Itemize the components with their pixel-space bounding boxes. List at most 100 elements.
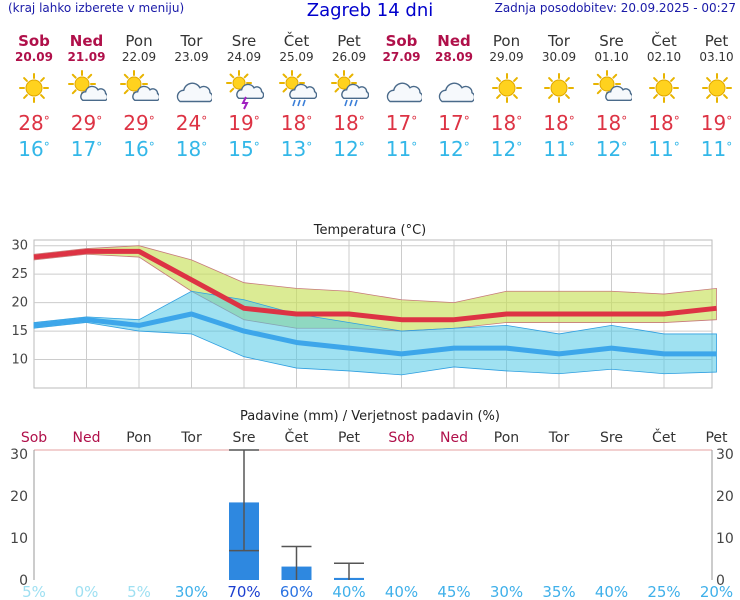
y-tick-label: 15 — [11, 324, 28, 339]
day-label: Tor — [180, 430, 202, 446]
y-tick-label: 30 — [10, 447, 28, 463]
min-temperature-line — [33, 311, 717, 357]
weather-icon — [533, 70, 585, 110]
day-date: 27.09 — [382, 50, 421, 64]
day-label: Ned — [73, 430, 101, 446]
sun-rain-icon — [331, 70, 370, 107]
max-temperature: 29° — [70, 111, 103, 135]
weather-icon — [481, 70, 533, 110]
day-column: Ned 21.09 29° 17° — [61, 33, 113, 160]
weather-icon — [586, 70, 638, 110]
day-column: Pet 03.10 19° 11° — [691, 32, 740, 161]
day-date: 30.09 — [541, 50, 577, 64]
y-tick-label-right: 20 — [716, 489, 734, 505]
day-column: Čet 02.10 18° 11° — [638, 32, 690, 161]
day-label: Tor — [548, 430, 570, 446]
y-tick-label-right: 10 — [716, 531, 734, 547]
day-name: Sob — [385, 32, 418, 50]
day-date: 20.09 — [15, 50, 53, 64]
sun-icon — [649, 73, 679, 103]
sun-cloud-icon — [67, 70, 108, 101]
min-temperature: 18° — [175, 137, 208, 161]
day-name: Čet — [283, 32, 310, 50]
weather-icon — [323, 70, 375, 110]
weather-icon — [271, 70, 323, 110]
day-column: Tor 23.09 24° 18° — [166, 33, 218, 160]
day-label: Sob — [388, 430, 414, 446]
y-tick-label: 20 — [11, 296, 28, 311]
day-date: 29.09 — [489, 50, 524, 64]
day-date: 24.09 — [226, 50, 262, 64]
cloud-icon — [176, 82, 213, 103]
max-temperature: 24° — [175, 111, 208, 135]
max-temperature: 18° — [648, 111, 680, 135]
page-title: Zagreb 14 dni — [306, 0, 434, 21]
max-temperature: 28° — [18, 111, 50, 135]
day-date: 01.10 — [594, 50, 629, 64]
precipitation-probability: 20% — [700, 583, 733, 600]
max-temperature-line — [33, 248, 717, 323]
y-tick-label: 20 — [10, 489, 28, 505]
day-label: Ned — [440, 430, 468, 446]
sun-icon — [491, 73, 522, 103]
day-label: Čet — [285, 428, 309, 446]
day-name: Ned — [437, 32, 471, 50]
precipitation-probability: 5% — [22, 583, 46, 600]
weather-icon — [218, 70, 270, 110]
precipitation-probability: 40% — [385, 583, 418, 600]
min-temperature: 12° — [490, 137, 523, 161]
y-tick-label: 30 — [11, 239, 28, 254]
min-temperature: 12° — [595, 137, 628, 161]
day-column: Ned 28.09 17° 12° — [428, 33, 480, 160]
day-label: Sre — [600, 430, 623, 446]
day-name: Sre — [231, 32, 257, 50]
day-label: Pet — [338, 430, 361, 446]
min-temperature: 11° — [648, 137, 680, 161]
day-date: 26.09 — [331, 50, 367, 64]
min-temperature: 16° — [18, 137, 50, 161]
weather-icon — [113, 70, 165, 110]
day-column: Sob 27.09 17° 11° — [376, 33, 428, 160]
cloud-icon — [386, 82, 423, 103]
sun-icon — [19, 73, 49, 103]
sun-storm-icon — [226, 70, 265, 110]
precipitation-probability: 60% — [280, 583, 313, 600]
day-date: 23.09 — [174, 50, 209, 64]
sun-cloud-icon — [120, 70, 161, 101]
day-name: Sre — [599, 32, 624, 50]
precipitation-probability: 0% — [75, 583, 99, 600]
day-column: Sob 20.09 28° 16° — [8, 33, 60, 161]
day-name: Tor — [548, 32, 570, 50]
day-name: Pet — [704, 32, 729, 50]
max-temperature: 18° — [333, 111, 365, 135]
y-tick-label: 10 — [11, 353, 28, 368]
day-name: Čet — [651, 32, 677, 50]
min-temperature: 15° — [228, 137, 260, 161]
day-column: Pet 26.09 18° 12° — [323, 33, 375, 160]
day-label: Pon — [494, 430, 519, 446]
day-name: Pon — [125, 32, 153, 50]
sun-icon — [701, 73, 732, 103]
max-temperature: 17° — [438, 111, 470, 135]
min-temperature: 12° — [333, 137, 365, 161]
max-temperature: 19° — [228, 111, 260, 135]
day-date: 22.09 — [121, 50, 157, 64]
day-name: Pon — [492, 32, 521, 50]
min-temperature: 12° — [438, 137, 470, 161]
cloud-icon — [438, 82, 476, 103]
day-name: Pet — [337, 32, 361, 50]
last-updated: Zadnja posodobitev: 20.09.2025 - 00:27 — [494, 1, 736, 15]
y-tick-label: 0 — [19, 573, 28, 589]
day-date: 28.09 — [435, 50, 473, 64]
max-temperature: 17° — [385, 111, 418, 135]
y-tick-label-right: 30 — [716, 447, 734, 463]
precipitation-probability: 5% — [127, 583, 151, 600]
day-column: Sre 01.10 18° 12° — [586, 33, 638, 160]
day-column: Pon 29.09 18° 12° — [481, 32, 533, 161]
day-column: Čet 25.09 18° 13° — [271, 33, 323, 160]
y-tick-label: 10 — [10, 531, 28, 547]
min-temperature: 11° — [543, 137, 575, 161]
day-name: Ned — [69, 32, 104, 50]
precipitation-chart-title: Padavine (mm) / Verjetnost padavin (%) — [240, 409, 500, 424]
